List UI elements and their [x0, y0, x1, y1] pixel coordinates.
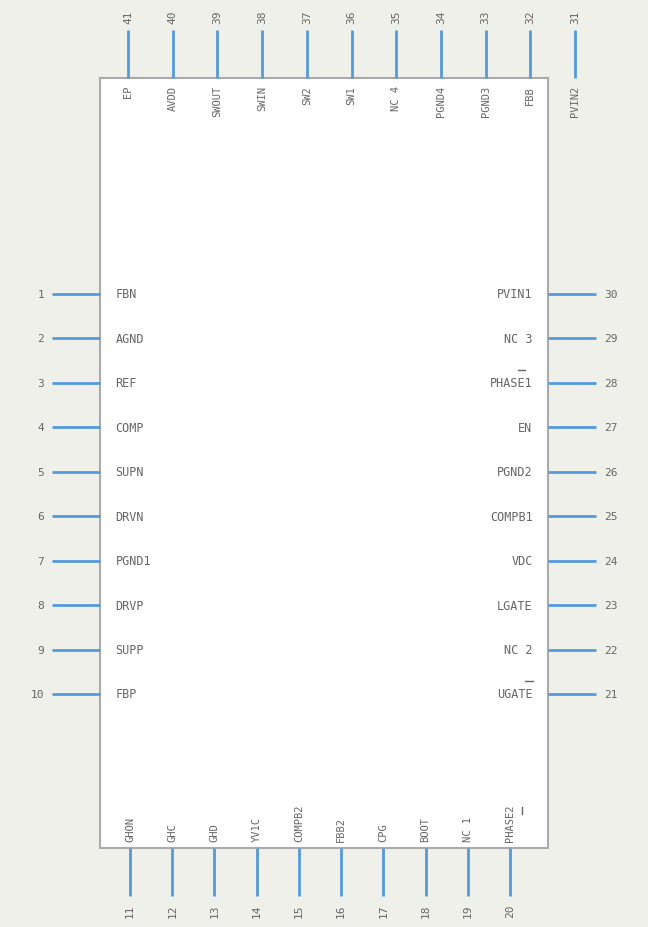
Text: 1: 1: [38, 289, 44, 299]
Text: NC 3: NC 3: [504, 333, 533, 346]
Text: PVIN1: PVIN1: [497, 288, 533, 301]
Text: GHD: GHD: [209, 822, 220, 841]
Text: SWIN: SWIN: [257, 86, 267, 110]
Text: 17: 17: [378, 904, 388, 917]
Text: 13: 13: [209, 904, 220, 917]
Text: REF: REF: [115, 377, 137, 390]
Bar: [100, 79, 548, 848]
Text: FBB2: FBB2: [336, 817, 346, 841]
Text: PGND4: PGND4: [436, 86, 446, 117]
Text: 18: 18: [421, 904, 430, 917]
Text: 20: 20: [505, 904, 515, 917]
Text: 8: 8: [38, 601, 44, 611]
Text: CPG: CPG: [378, 822, 388, 841]
Text: SWOUT: SWOUT: [213, 86, 222, 117]
Text: COMPB2: COMPB2: [294, 804, 304, 841]
Text: 34: 34: [436, 10, 446, 23]
Text: SW1: SW1: [347, 86, 356, 105]
Text: 14: 14: [251, 904, 262, 917]
Text: COMP: COMP: [115, 422, 144, 435]
Text: 7: 7: [38, 556, 44, 566]
Text: 25: 25: [604, 512, 618, 522]
Text: UGATE: UGATE: [497, 688, 533, 701]
Text: 4: 4: [38, 423, 44, 433]
Text: 33: 33: [481, 10, 491, 23]
Text: GHC: GHC: [167, 822, 177, 841]
Text: YV1C: YV1C: [251, 817, 262, 841]
Text: PGND3: PGND3: [481, 86, 491, 117]
Text: COMPB1: COMPB1: [490, 510, 533, 523]
Text: 9: 9: [38, 645, 44, 654]
Text: 19: 19: [463, 904, 473, 917]
Text: FBP: FBP: [115, 688, 137, 701]
Text: PGND1: PGND1: [115, 554, 151, 567]
Text: 40: 40: [168, 10, 178, 23]
Text: BOOT: BOOT: [421, 817, 430, 841]
Text: 31: 31: [570, 10, 580, 23]
Text: 10: 10: [30, 690, 44, 699]
Text: 36: 36: [347, 10, 356, 23]
Text: 6: 6: [38, 512, 44, 522]
Text: 22: 22: [604, 645, 618, 654]
Text: DRVN: DRVN: [115, 510, 144, 523]
Text: 37: 37: [302, 10, 312, 23]
Text: DRVP: DRVP: [115, 599, 144, 612]
Text: 39: 39: [213, 10, 222, 23]
Text: 2: 2: [38, 334, 44, 344]
Text: GHON: GHON: [125, 817, 135, 841]
Text: 12: 12: [167, 904, 177, 917]
Text: LGATE: LGATE: [497, 599, 533, 612]
Text: EP: EP: [123, 86, 133, 98]
Text: PGND2: PGND2: [497, 465, 533, 478]
Text: 29: 29: [604, 334, 618, 344]
Text: AVDD: AVDD: [168, 86, 178, 110]
Text: 5: 5: [38, 467, 44, 477]
Text: 15: 15: [294, 904, 304, 917]
Text: EN: EN: [518, 422, 533, 435]
Text: SW2: SW2: [302, 86, 312, 105]
Text: 16: 16: [336, 904, 346, 917]
Text: 21: 21: [604, 690, 618, 699]
Text: 38: 38: [257, 10, 267, 23]
Text: SUPP: SUPP: [115, 643, 144, 656]
Text: PVIN2: PVIN2: [570, 86, 580, 117]
Text: 23: 23: [604, 601, 618, 611]
Text: 26: 26: [604, 467, 618, 477]
Text: NC 2: NC 2: [504, 643, 533, 656]
Text: 30: 30: [604, 289, 618, 299]
Text: 35: 35: [391, 10, 401, 23]
Text: 32: 32: [526, 10, 535, 23]
Text: VDC: VDC: [511, 554, 533, 567]
Text: 24: 24: [604, 556, 618, 566]
Text: 27: 27: [604, 423, 618, 433]
Text: 3: 3: [38, 378, 44, 388]
Text: NC 4: NC 4: [391, 86, 401, 110]
Text: PHASE1: PHASE1: [490, 377, 533, 390]
Text: SUPN: SUPN: [115, 465, 144, 478]
Text: 11: 11: [125, 904, 135, 917]
Text: NC 1: NC 1: [463, 817, 473, 841]
Text: AGND: AGND: [115, 333, 144, 346]
Text: PHASE2: PHASE2: [505, 804, 515, 841]
Text: 28: 28: [604, 378, 618, 388]
Text: 41: 41: [123, 10, 133, 23]
Text: FBN: FBN: [115, 288, 137, 301]
Text: FBB: FBB: [526, 86, 535, 105]
